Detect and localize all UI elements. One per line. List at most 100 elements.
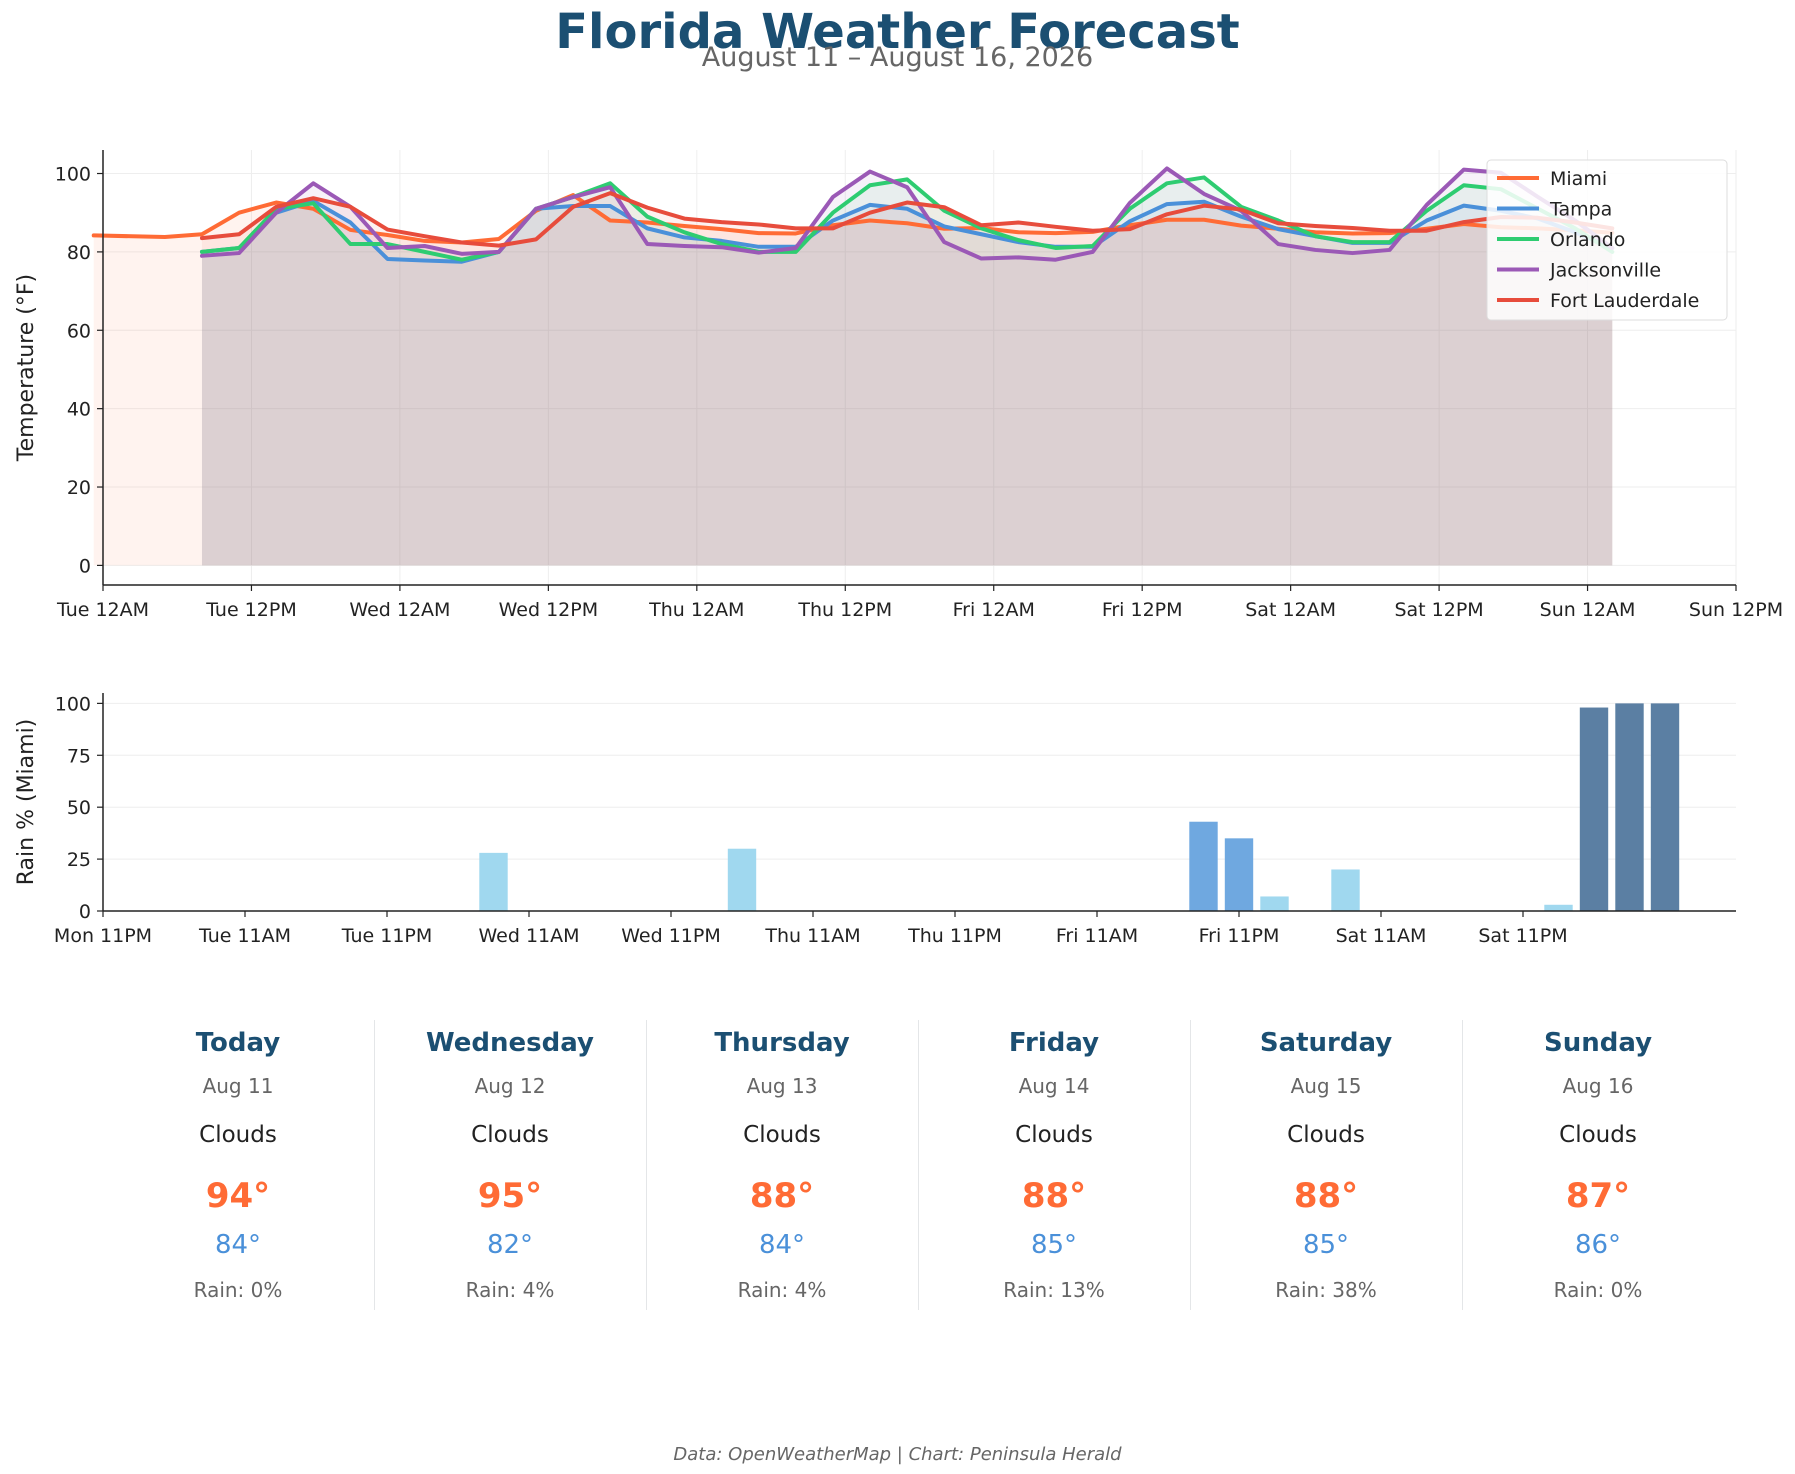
day-low-temp: 85° bbox=[1302, 1230, 1350, 1260]
day-high-temp: 95° bbox=[477, 1176, 543, 1216]
day-condition: Clouds bbox=[743, 1122, 821, 1148]
rain-bar bbox=[1189, 821, 1218, 911]
day-date: Aug 16 bbox=[1562, 1074, 1634, 1098]
x-tick-label: Tue 11PM bbox=[341, 925, 433, 947]
day-card: Saturday Aug 15 Clouds 88° 85° Rain: 38% bbox=[1190, 1010, 1462, 1310]
card-divider bbox=[646, 1020, 647, 1310]
day-high-temp: 87° bbox=[1565, 1176, 1631, 1216]
y-tick-label: 0 bbox=[79, 901, 91, 923]
legend-label: Fort Lauderdale bbox=[1550, 290, 1699, 312]
x-tick-label: Thu 12AM bbox=[648, 599, 744, 620]
rain-bar bbox=[1260, 896, 1289, 911]
day-rain-chance: Rain: 4% bbox=[465, 1278, 555, 1302]
x-tick-label: Mon 11PM bbox=[54, 925, 152, 947]
rain-chart: 0 25 50 75 100 Mon 11PM Tue 11AM Tue 11PM Wed 11… bbox=[14, 693, 1736, 947]
day-date: Aug 15 bbox=[1290, 1074, 1362, 1098]
day-name: Sunday bbox=[1543, 1028, 1653, 1058]
rain-bar bbox=[1544, 904, 1573, 911]
day-rain-chance: Rain: 0% bbox=[193, 1278, 283, 1302]
x-tick-label: Fri 11PM bbox=[1199, 925, 1280, 947]
x-tick-label: Sun 12AM bbox=[1540, 599, 1636, 620]
x-tick-label: Sat 12PM bbox=[1394, 599, 1483, 620]
day-card: Friday Aug 14 Clouds 88° 85° Rain: 13% bbox=[918, 1010, 1190, 1310]
y-tick-label: 0 bbox=[79, 555, 91, 577]
day-rain-chance: Rain: 4% bbox=[737, 1278, 827, 1302]
legend-box bbox=[1486, 159, 1728, 321]
x-tick-label: Wed 12AM bbox=[349, 599, 450, 620]
series-area bbox=[201, 200, 1613, 566]
x-tick-label: Tue 11AM bbox=[198, 925, 291, 947]
day-high-temp: 88° bbox=[749, 1176, 815, 1216]
day-name: Friday bbox=[1008, 1028, 1100, 1058]
y-tick-label: 75 bbox=[67, 745, 91, 767]
y-tick-label: 60 bbox=[67, 320, 91, 342]
day-low-temp: 84° bbox=[214, 1230, 262, 1260]
day-name: Thursday bbox=[714, 1028, 850, 1058]
x-tick-label: Wed 11PM bbox=[621, 925, 721, 947]
y-tick-label: 100 bbox=[55, 693, 91, 715]
card-divider bbox=[1190, 1020, 1191, 1310]
y-tick-label: 80 bbox=[67, 242, 91, 264]
day-card: Today Aug 11 Clouds 94° 84° Rain: 0% bbox=[102, 1010, 374, 1310]
series-line bbox=[199, 166, 1615, 262]
x-tick-label: Sat 11PM bbox=[1478, 925, 1567, 947]
y-tick-label: 40 bbox=[67, 399, 91, 421]
card-divider bbox=[1462, 1020, 1463, 1310]
rain-bar bbox=[1331, 869, 1360, 911]
day-condition: Clouds bbox=[1015, 1122, 1093, 1148]
day-card: Sunday Aug 16 Clouds 87° 86° Rain: 0% bbox=[1462, 1010, 1734, 1310]
day-condition: Clouds bbox=[471, 1122, 549, 1148]
day-name: Saturday bbox=[1259, 1028, 1393, 1058]
data-source-footer: Data: OpenWeatherMap | Chart: Peninsula … bbox=[673, 1444, 1122, 1465]
legend-label: Tampa bbox=[1549, 199, 1612, 221]
day-card: Wednesday Aug 12 Clouds 95° 82° Rain: 4% bbox=[374, 1010, 646, 1310]
rain-bar bbox=[1579, 707, 1609, 911]
x-tick-label: Tue 12PM bbox=[205, 599, 297, 620]
rain-bar bbox=[727, 848, 757, 911]
y-tick-label: 25 bbox=[67, 849, 91, 871]
x-tick-label: Thu 11AM bbox=[764, 925, 860, 947]
x-tick-label: Thu 12PM bbox=[797, 599, 892, 620]
day-low-temp: 84° bbox=[758, 1230, 806, 1260]
day-low-temp: 82° bbox=[486, 1230, 534, 1260]
card-divider bbox=[374, 1020, 375, 1310]
x-tick-label: Fri 12PM bbox=[1102, 599, 1183, 620]
series-area bbox=[93, 195, 1613, 566]
page-subtitle: August 11 – August 16, 2026 bbox=[701, 42, 1094, 73]
rain-bar bbox=[1615, 703, 1644, 911]
x-tick-label: Thu 11PM bbox=[907, 925, 1002, 947]
page-title: Florida Weather Forecast bbox=[555, 4, 1240, 60]
series-area bbox=[201, 193, 1613, 566]
day-rain-chance: Rain: 13% bbox=[1003, 1278, 1105, 1302]
legend-label: Orlando bbox=[1550, 229, 1625, 251]
card-divider bbox=[918, 1020, 919, 1310]
rain-bar bbox=[479, 852, 508, 911]
x-tick-label: Wed 11AM bbox=[478, 925, 579, 947]
day-condition: Clouds bbox=[1559, 1122, 1637, 1148]
day-date: Aug 12 bbox=[474, 1074, 546, 1098]
day-card: Thursday Aug 13 Clouds 88° 84° Rain: 4% bbox=[646, 1010, 918, 1310]
day-high-temp: 88° bbox=[1293, 1176, 1359, 1216]
y-axis-label: Rain % (Miami) bbox=[14, 719, 39, 886]
x-tick-label: Sat 12AM bbox=[1245, 599, 1336, 620]
day-low-temp: 86° bbox=[1574, 1230, 1622, 1260]
x-tick-label: Sat 11AM bbox=[1336, 925, 1427, 947]
day-name: Today bbox=[195, 1028, 281, 1058]
day-rain-chance: Rain: 38% bbox=[1275, 1278, 1377, 1302]
x-tick-label: Wed 12PM bbox=[499, 599, 599, 620]
temperature-chart: 0 20 40 60 80 100 Tue 12AM Tue 12PM Wed 12AM Wed … bbox=[14, 150, 1783, 620]
day-date: Aug 14 bbox=[1018, 1074, 1090, 1098]
legend-label: Jacksonville bbox=[1549, 260, 1661, 282]
series-area bbox=[201, 177, 1613, 566]
day-high-temp: 88° bbox=[1021, 1176, 1087, 1216]
x-tick-label: Sun 12PM bbox=[1689, 599, 1783, 620]
day-date: Aug 11 bbox=[202, 1074, 274, 1098]
day-high-temp: 94° bbox=[205, 1176, 271, 1216]
legend-label: Miami bbox=[1550, 168, 1607, 190]
day-condition: Clouds bbox=[1287, 1122, 1365, 1148]
rain-bar bbox=[1650, 703, 1680, 911]
y-tick-label: 20 bbox=[67, 477, 91, 499]
day-rain-chance: Rain: 0% bbox=[1553, 1278, 1643, 1302]
x-tick-label: Fri 11AM bbox=[1056, 925, 1138, 947]
day-date: Aug 13 bbox=[746, 1074, 818, 1098]
